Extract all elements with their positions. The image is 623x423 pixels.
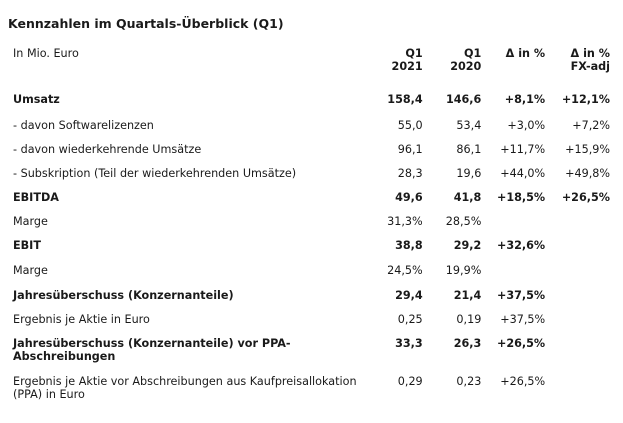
table-row: Ergebnis je Aktie vor Abschreibungen aus… [8, 375, 610, 405]
cell-q1-2020: 146,6 [445, 93, 482, 106]
cell-delta-fx: +7,2% [572, 119, 610, 132]
cell-delta-fx: +26,5% [561, 191, 610, 204]
cell-q1-2020: 41,8 [453, 191, 482, 204]
unit-header: In Mio. Euro [13, 47, 79, 60]
cell-q1-2021: 31,3% [387, 215, 423, 228]
cell-delta-fx [545, 375, 610, 405]
table-row: Jahresüberschuss (Konzernanteile) vor PP… [8, 337, 610, 375]
header-delta-fx: Δ in % FX-adj [570, 47, 610, 73]
cell-q1-2020: 28,5% [445, 215, 482, 228]
table-row: - davon Softwarelizenzen 55,0 53,4 +3,0% +7,… [8, 119, 610, 143]
cell-q1-2021: 55,0 [397, 119, 423, 132]
cell-q1-2021: 33,3 [395, 337, 423, 350]
row-label: EBITDA [13, 191, 59, 204]
cell-q1-2021: 24,5% [387, 264, 423, 277]
cell-delta-fx: +15,9% [565, 143, 610, 156]
row-label: Jahresüberschuss (Konzernanteile) [13, 289, 234, 302]
cell-delta-fx [545, 289, 610, 313]
header-q1-2021: Q1 2021 [391, 47, 423, 73]
cell-delta-fx [545, 239, 610, 264]
table-title: Kennzahlen im Quartals-Überblick (Q1) [8, 16, 284, 31]
cell-delta-fx [545, 264, 610, 289]
cell-delta-fx [545, 215, 610, 239]
table-row: Umsatz 158,4 146,6 +8,1% +12,1% [8, 93, 610, 119]
row-label: Marge [13, 264, 48, 277]
cell-delta: +3,0% [507, 119, 546, 132]
cell-q1-2021: 49,6 [395, 191, 423, 204]
cell-delta: +26,5% [496, 337, 546, 350]
row-label: - davon wiederkehrende Umsätze [13, 143, 202, 156]
row-label: Jahresüberschuss (Konzernanteile) vor PP… [13, 337, 291, 363]
row-label: Ergebnis je Aktie vor Abschreibungen aus… [13, 375, 357, 401]
cell-q1-2020: 53,4 [456, 119, 482, 132]
cell-q1-2020: 86,1 [456, 143, 482, 156]
row-label: Umsatz [13, 93, 60, 106]
cell-delta [481, 264, 545, 289]
cell-q1-2021: 0,25 [397, 313, 423, 326]
cell-delta: +44,0% [500, 167, 546, 180]
row-label: EBIT [13, 239, 41, 252]
cell-q1-2021: 158,4 [387, 93, 423, 106]
cell-q1-2020: 0,23 [456, 375, 482, 388]
row-label: - davon Softwarelizenzen [13, 119, 154, 132]
header-delta: Δ in % [505, 47, 546, 60]
cell-q1-2021: 38,8 [395, 239, 423, 252]
header-q1-2020: Q1 2020 [450, 47, 482, 73]
cell-delta: +26,5% [500, 375, 546, 388]
table-row: EBITDA 49,6 41,8 +18,5% +26,5% [8, 191, 610, 215]
row-label: - Subskription (Teil der wiederkehrenden… [13, 167, 297, 180]
cell-delta-fx [545, 337, 610, 375]
table-row: - Subskription (Teil der wiederkehrenden… [8, 167, 610, 191]
cell-q1-2021: 28,3 [397, 167, 423, 180]
table-row: - davon wiederkehrende Umsätze 96,1 86,1 +1… [8, 143, 610, 167]
cell-q1-2021: 0,29 [397, 375, 423, 388]
cell-q1-2021: 29,4 [395, 289, 423, 302]
table-header-row: In Mio. Euro Q1 2021 Q1 2020 Δ in % Δ in %… [8, 47, 610, 93]
cell-delta: +18,5% [496, 191, 546, 204]
table-row: EBIT 38,8 29,2 +32,6% [8, 239, 610, 264]
table-row: Jahresüberschuss (Konzernanteile) 29,4 21,… [8, 289, 610, 313]
figures-table: In Mio. Euro Q1 2021 Q1 2020 Δ in % Δ in %… [8, 47, 610, 405]
cell-delta [481, 215, 545, 239]
cell-delta: +37,5% [496, 289, 546, 302]
cell-q1-2020: 19,6 [456, 167, 482, 180]
table-row: Marge 31,3% 28,5% [8, 215, 610, 239]
cell-delta-fx: +12,1% [561, 93, 610, 106]
table-row: Ergebnis je Aktie in Euro 0,25 0,19 +37,5% [8, 313, 610, 337]
table-row: Marge 24,5% 19,9% [8, 264, 610, 289]
cell-q1-2021: 96,1 [397, 143, 423, 156]
cell-q1-2020: 29,2 [453, 239, 482, 252]
cell-delta-fx: +49,8% [565, 167, 610, 180]
cell-delta: +8,1% [504, 93, 546, 106]
cell-delta: +32,6% [496, 239, 546, 252]
cell-q1-2020: 26,3 [453, 337, 482, 350]
cell-delta: +11,7% [500, 143, 546, 156]
row-label: Marge [13, 215, 48, 228]
cell-delta: +37,5% [500, 313, 546, 326]
cell-q1-2020: 19,9% [445, 264, 482, 277]
cell-q1-2020: 0,19 [456, 313, 482, 326]
row-label: Ergebnis je Aktie in Euro [13, 313, 150, 326]
cell-delta-fx [545, 313, 610, 337]
cell-q1-2020: 21,4 [453, 289, 482, 302]
